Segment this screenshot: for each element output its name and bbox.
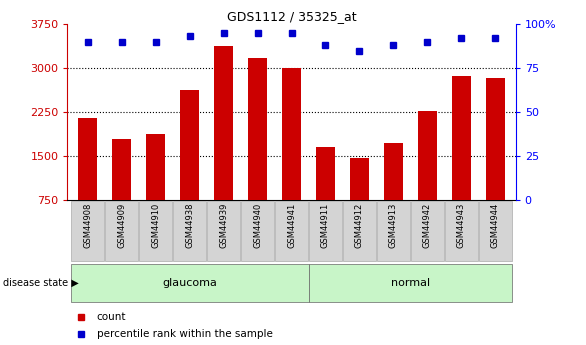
Text: GSM44910: GSM44910 bbox=[151, 203, 160, 248]
Bar bbox=[173, 201, 206, 261]
Bar bbox=[411, 201, 444, 261]
Text: GSM44938: GSM44938 bbox=[185, 203, 194, 248]
Text: GSM44913: GSM44913 bbox=[389, 203, 398, 248]
Bar bbox=[309, 201, 342, 261]
Bar bbox=[113, 139, 131, 200]
Bar bbox=[350, 158, 369, 200]
Bar bbox=[248, 58, 267, 200]
Bar bbox=[71, 264, 308, 302]
Text: normal: normal bbox=[391, 278, 430, 288]
Bar bbox=[377, 201, 410, 261]
Bar bbox=[343, 201, 376, 261]
Bar bbox=[241, 201, 274, 261]
Text: GSM44908: GSM44908 bbox=[83, 203, 92, 248]
Bar bbox=[79, 118, 97, 200]
Text: percentile rank within the sample: percentile rank within the sample bbox=[97, 329, 272, 339]
Text: GSM44942: GSM44942 bbox=[423, 203, 432, 248]
Bar bbox=[180, 90, 199, 200]
Bar bbox=[282, 68, 301, 200]
Bar bbox=[139, 201, 172, 261]
Text: GSM44939: GSM44939 bbox=[219, 203, 228, 248]
Bar bbox=[214, 46, 233, 200]
Text: GSM44912: GSM44912 bbox=[355, 203, 364, 248]
Text: GSM44944: GSM44944 bbox=[491, 203, 500, 248]
Bar bbox=[316, 147, 335, 200]
Text: disease state ▶: disease state ▶ bbox=[3, 278, 79, 288]
Text: GSM44941: GSM44941 bbox=[287, 203, 296, 248]
Bar bbox=[486, 78, 505, 200]
Bar bbox=[71, 201, 104, 261]
Text: GSM44909: GSM44909 bbox=[117, 203, 126, 248]
Text: GSM44911: GSM44911 bbox=[321, 203, 330, 248]
Bar bbox=[275, 201, 308, 261]
Bar bbox=[146, 135, 165, 200]
Text: GSM44940: GSM44940 bbox=[253, 203, 262, 248]
Text: count: count bbox=[97, 312, 126, 322]
Bar bbox=[207, 201, 240, 261]
Title: GDS1112 / 35325_at: GDS1112 / 35325_at bbox=[227, 10, 356, 23]
Bar bbox=[105, 201, 138, 261]
Bar bbox=[384, 143, 403, 200]
Bar bbox=[445, 201, 478, 261]
Text: glaucoma: glaucoma bbox=[162, 278, 217, 288]
Bar bbox=[308, 264, 512, 302]
Bar bbox=[452, 76, 471, 200]
Text: GSM44943: GSM44943 bbox=[457, 203, 466, 248]
Bar bbox=[479, 201, 512, 261]
Bar bbox=[418, 111, 437, 200]
